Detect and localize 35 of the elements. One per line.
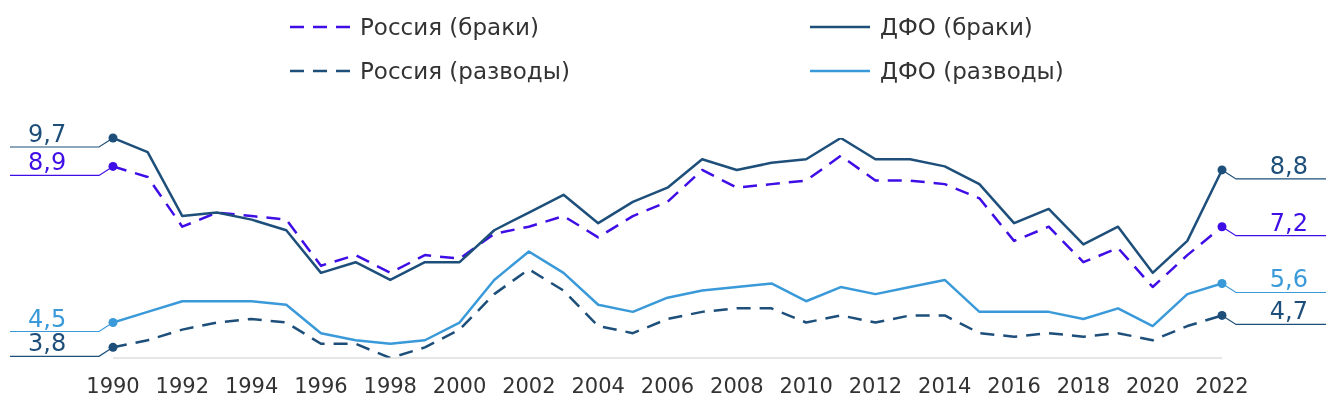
point: [108, 318, 118, 328]
legend-label: Россия (разводы): [360, 58, 570, 84]
point: [1217, 222, 1227, 232]
data-label: 8,9: [28, 148, 67, 177]
x-tick-label: 2018: [1056, 373, 1111, 398]
x-tick-label: 2020: [1125, 373, 1180, 398]
x-tick-label: 1992: [155, 373, 210, 398]
x-tick-label: 2006: [640, 373, 695, 398]
x-tick-label: 1996: [294, 373, 348, 398]
x-tick-label: 2014: [918, 373, 972, 398]
x-tick-label: 2004: [571, 373, 625, 398]
data-label: 9,7: [28, 120, 67, 148]
data-label: 8,8: [1269, 151, 1308, 180]
data-label: 5,6: [1269, 265, 1308, 294]
point: [108, 342, 118, 352]
x-tick-label: 2016: [987, 373, 1041, 398]
data-label: 4,7: [1269, 297, 1308, 326]
point: [1217, 310, 1227, 320]
point: [1217, 165, 1227, 175]
data-label: 7,2: [1269, 208, 1308, 237]
x-tick-label: 2012: [848, 373, 903, 398]
x-tick-label: 1990: [86, 373, 140, 398]
legend-label: ДФО (разводы): [880, 58, 1064, 84]
x-tick-label: 2010: [779, 373, 833, 398]
x-tick-label: 1998: [363, 373, 417, 398]
point: [108, 161, 118, 171]
x-tick-label: 2022: [1195, 373, 1249, 398]
point: [1217, 278, 1227, 288]
point: [108, 133, 118, 143]
x-tick-label: 2002: [502, 373, 556, 398]
x-tick-label: 2008: [710, 373, 764, 398]
legend-label: ДФО (браки): [880, 14, 1033, 40]
legend-label: Россия (браки): [360, 14, 539, 40]
x-tick-label: 1994: [224, 373, 279, 398]
x-tick-label: 2000: [432, 373, 487, 398]
